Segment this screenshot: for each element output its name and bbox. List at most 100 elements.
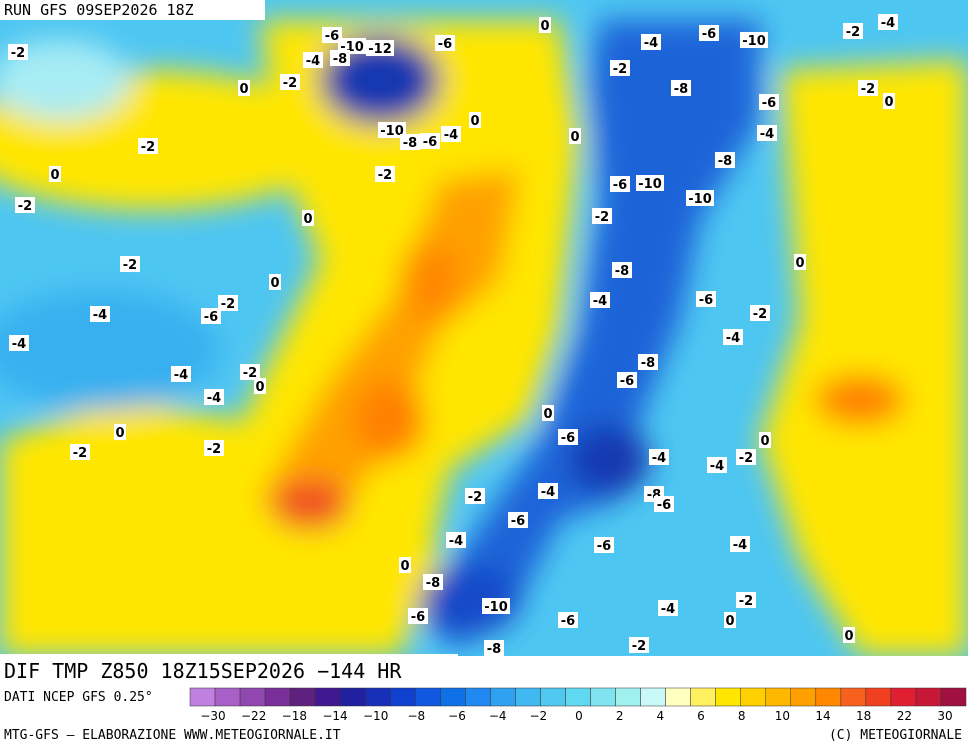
legend-swatch: [890, 687, 917, 707]
label-box: [858, 80, 878, 96]
legend-swatch: [339, 687, 366, 707]
legend-swatch: [490, 687, 516, 707]
contour-label: -6: [325, 29, 339, 44]
contour-label: -2: [753, 307, 767, 322]
contour-label: -2: [73, 446, 87, 461]
label-box: [730, 536, 750, 552]
contour-label: -10: [688, 192, 712, 207]
contour-label: -6: [561, 431, 575, 446]
label-box: [757, 125, 777, 141]
contour-label: -2: [18, 199, 32, 214]
contour-label: 0: [844, 629, 853, 644]
label-box: [594, 537, 614, 553]
legend-swatch: [840, 687, 867, 707]
label-box: [482, 598, 510, 614]
contour-label: -10: [380, 124, 404, 139]
color-legend: −30 −22 −18 −14 −10 −8 −6 −4 −2 0 2 4 6 8 10 14 18 22 30: [189, 687, 967, 723]
label-box: [590, 292, 610, 308]
contour-label: -8: [674, 82, 688, 97]
legend-swatch: [565, 687, 591, 707]
label-box: [420, 133, 440, 149]
contour-label: -2: [283, 76, 297, 91]
footer-copyright: (C) METEOGIORNALE: [829, 728, 962, 743]
legend-swatch: [264, 687, 291, 707]
label-box: [8, 44, 28, 60]
legend-label: 8: [738, 709, 746, 723]
run-label: RUN GFS 09SEP2026 18Z: [4, 1, 194, 19]
contour-label: 0: [303, 212, 312, 227]
label-box: [469, 112, 481, 128]
label-box: [610, 60, 630, 76]
legend-label: −30: [200, 709, 225, 723]
label-box: [736, 449, 756, 465]
label-box: [610, 176, 630, 192]
contour-label: 0: [270, 276, 279, 291]
header-box: [0, 0, 265, 20]
legend-swatch: [465, 687, 491, 707]
map-field: [0, 0, 968, 656]
contour-label: -4: [593, 294, 607, 309]
footer-credit: MTG-GFS — ELABORAZIONE WWW.METEOGIORNALE…: [4, 728, 341, 743]
legend-swatch: [615, 687, 641, 707]
contour-label: -4: [541, 485, 555, 500]
legend-swatch: [865, 687, 892, 707]
footer-source: DATI NCEP GFS 0.25°: [4, 690, 153, 705]
label-box: [171, 366, 191, 382]
contour-label: -8: [487, 642, 501, 657]
label-box: [724, 612, 736, 628]
contour-label: -2: [632, 639, 646, 654]
label-box: [120, 256, 140, 272]
contour-label: -8: [718, 154, 732, 169]
label-box: [696, 291, 716, 307]
label-box: [612, 262, 632, 278]
contour-label: 0: [570, 130, 579, 145]
contour-label: -6: [511, 514, 525, 529]
contour-label: -2: [595, 210, 609, 225]
contour-label: -4: [661, 602, 675, 617]
contour-label: -6: [620, 374, 634, 389]
label-box: [70, 444, 90, 460]
label-box: [617, 372, 637, 388]
contour-label: -2: [468, 490, 482, 505]
contour-label: -2: [11, 46, 25, 61]
legend-label: −10: [363, 709, 388, 723]
label-box: [878, 14, 898, 30]
label-box: [366, 40, 394, 56]
contour-label: -4: [652, 451, 666, 466]
legend-swatch: [590, 687, 616, 707]
label-box: [759, 94, 779, 110]
label-box: [699, 25, 719, 41]
label-box: [794, 254, 806, 270]
contour-label: -4: [12, 337, 26, 352]
contour-label: -10: [484, 600, 508, 615]
legend-swatch: [314, 687, 341, 707]
contour-label: -6: [597, 539, 611, 554]
contour-label: -4: [449, 534, 463, 549]
contour-label: -6: [204, 310, 218, 325]
legend-swatch: [239, 687, 266, 707]
contour-labels: -2-6-10 -12-4 -8-60-20-4-6 -10-2-4-2-8 -20-6…: [8, 14, 898, 657]
contour-label: -2: [141, 140, 155, 155]
contour-label: -10: [742, 34, 766, 49]
legend-swatch: [289, 687, 316, 707]
label-box: [423, 574, 443, 590]
label-box: [484, 640, 504, 656]
contour-label: -10: [638, 177, 662, 192]
legend-label: −18: [282, 709, 307, 723]
label-box: [441, 126, 461, 142]
contour-label: 0: [543, 407, 552, 422]
label-box: [201, 308, 221, 324]
contour-label: -8: [333, 52, 347, 67]
contour-label: -8: [403, 136, 417, 151]
label-box: [322, 27, 342, 43]
label-box: [375, 166, 395, 182]
label-box: [843, 23, 863, 39]
label-box: [465, 488, 485, 504]
label-box: [759, 432, 771, 448]
label-box: [671, 80, 691, 96]
contour-label: 0: [50, 168, 59, 183]
contour-label: -2: [243, 366, 257, 381]
legend-label: −2: [529, 709, 547, 723]
label-box: [280, 74, 300, 90]
